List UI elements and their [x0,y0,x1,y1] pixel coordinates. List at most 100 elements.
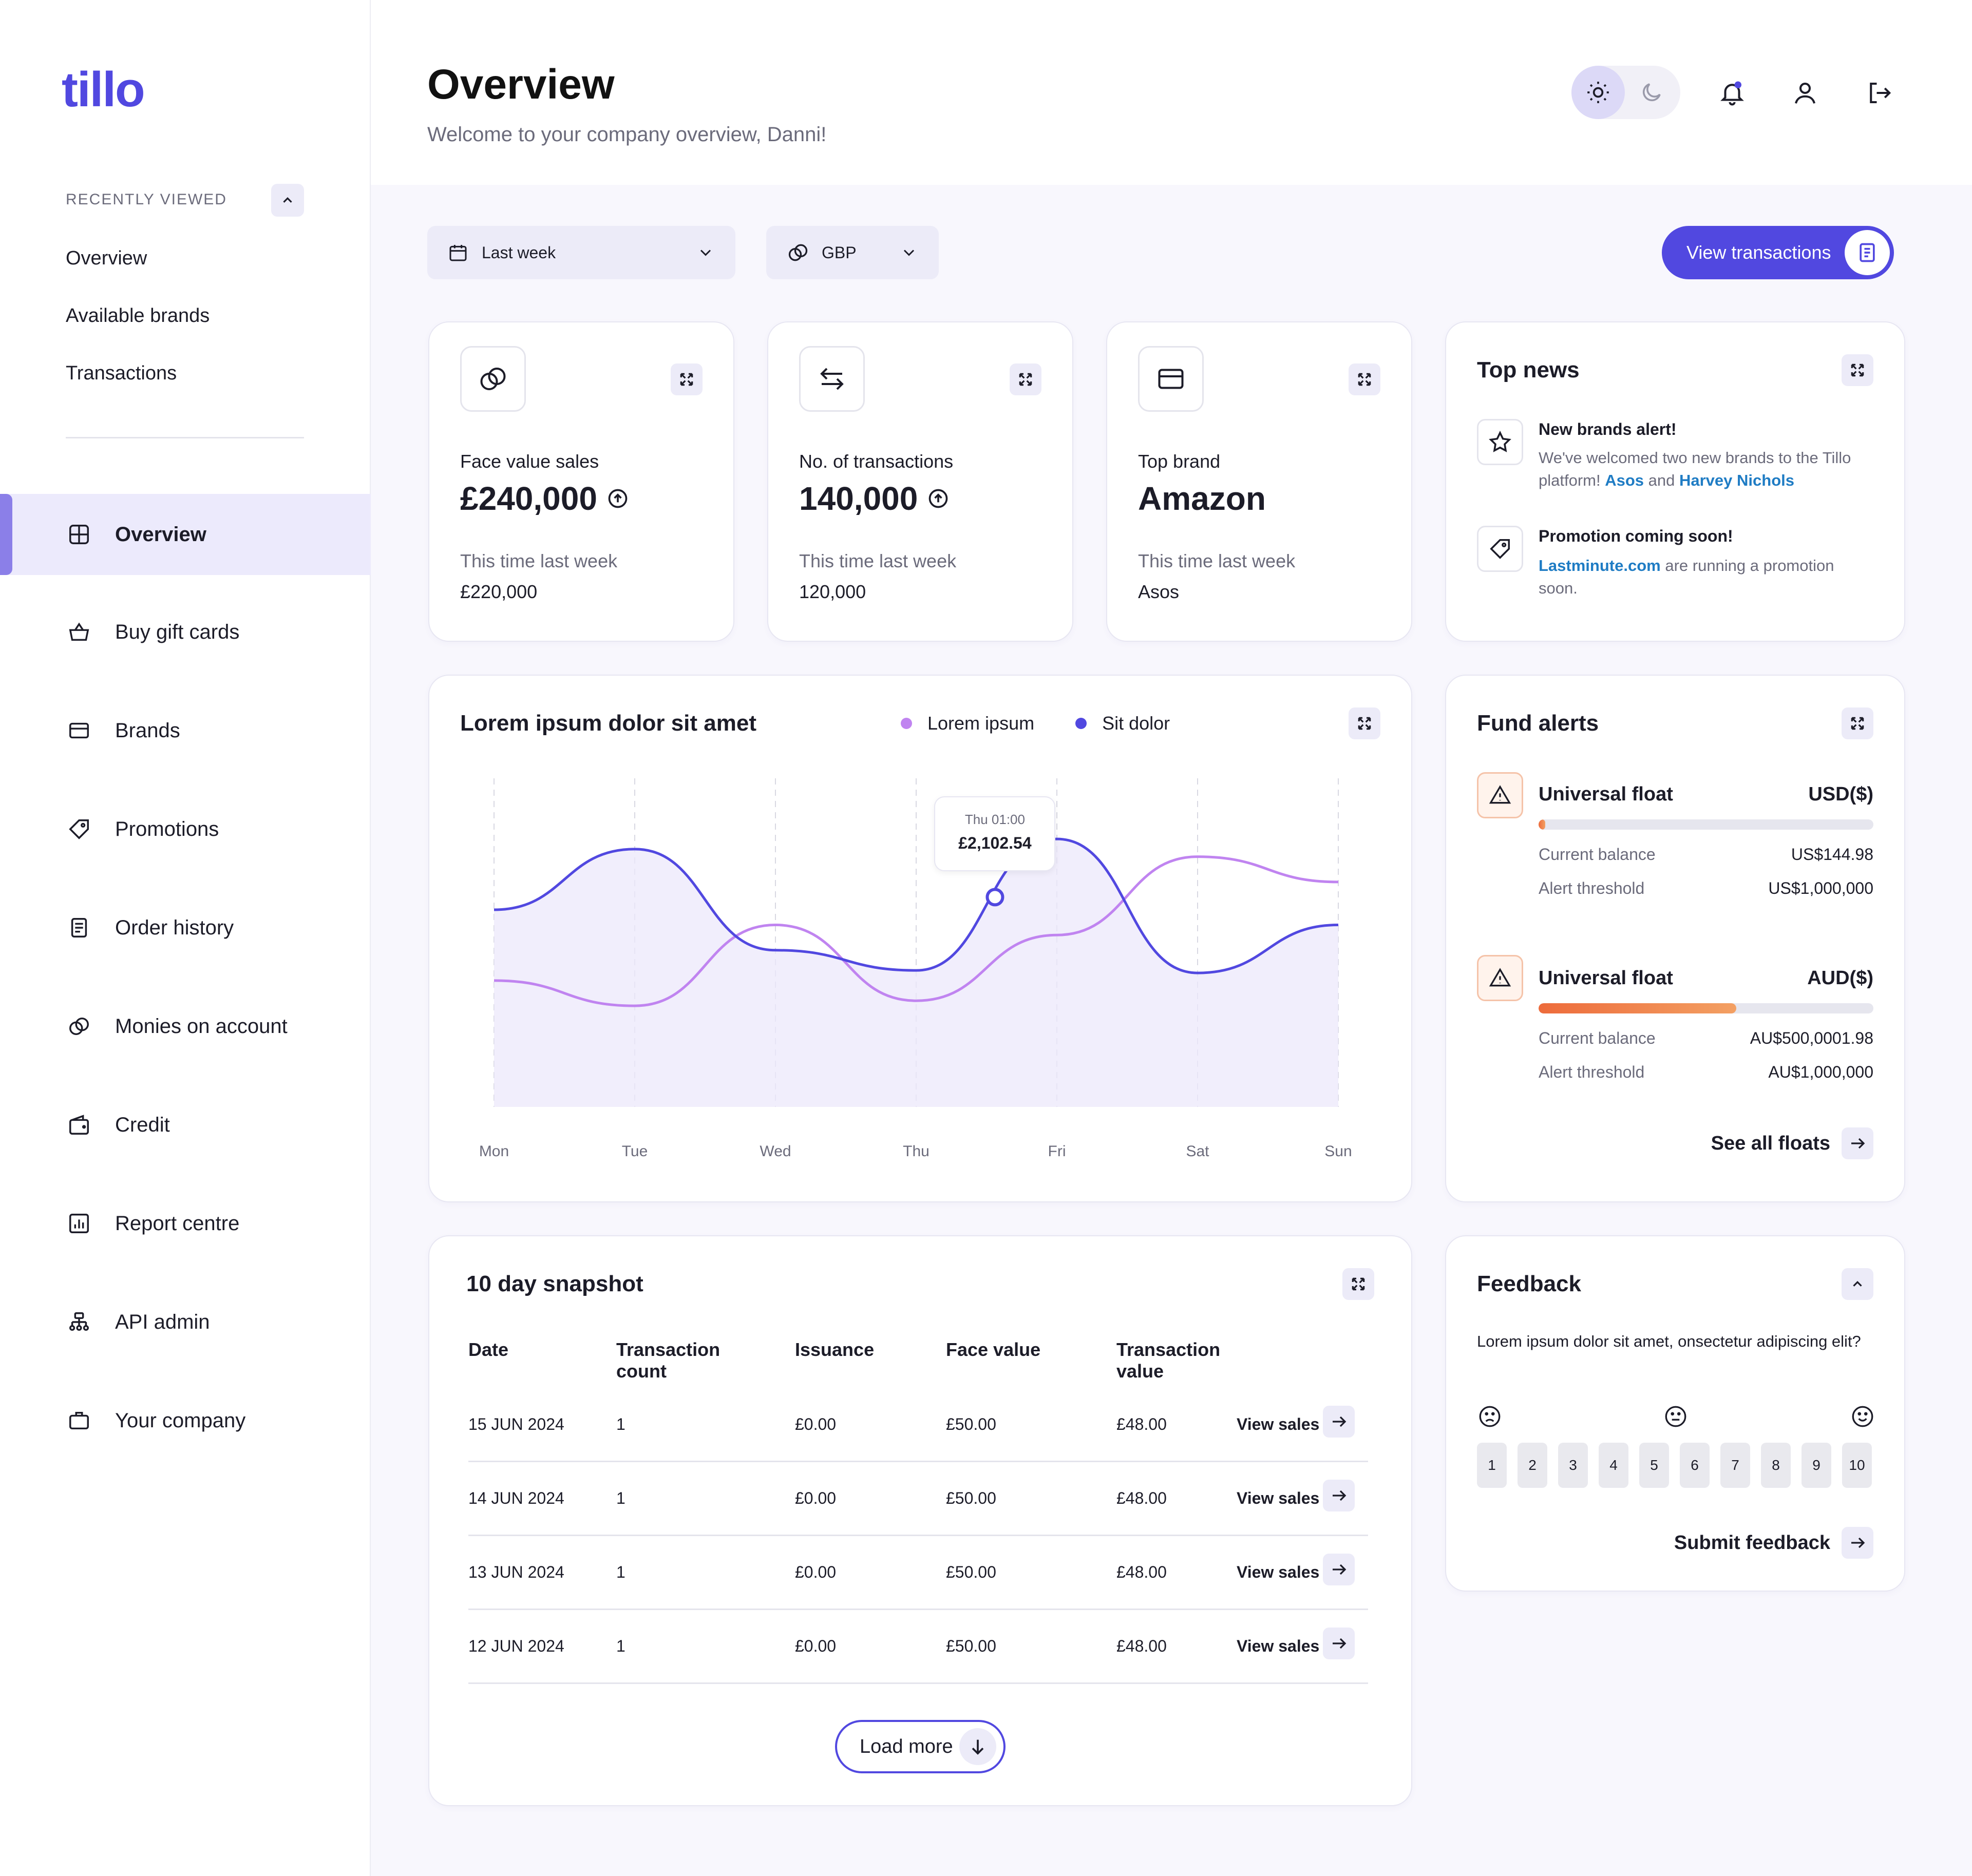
theme-toggle[interactable] [1571,66,1680,119]
currency-select[interactable]: GBP [766,226,939,279]
cell-face-value: £50.00 [946,1415,996,1433]
series-line-sit-dolor [494,837,1339,974]
rating-button-10[interactable]: 10 [1842,1443,1872,1488]
sidebar-item-overview[interactable]: Overview [0,494,371,575]
stat-value: £240,000 [460,480,629,518]
submit-feedback-label: Submit feedback [1674,1532,1830,1554]
tag-icon [1477,526,1523,572]
load-more-label: Load more [860,1735,953,1757]
rating-button-7[interactable]: 7 [1720,1443,1750,1488]
cell-face-value: £50.00 [946,1563,996,1581]
rating-button-4[interactable]: 4 [1599,1443,1628,1488]
period-select[interactable]: Last week [427,226,735,279]
stat-compare-value: 120,000 [799,581,866,602]
expand-button[interactable] [1349,363,1380,395]
page-title: Overview [427,61,615,108]
feedback-collapse-button[interactable] [1842,1268,1873,1300]
rating-button-6[interactable]: 6 [1680,1443,1710,1488]
sidebar-item-buy-gift-cards[interactable]: Buy gift cards [0,591,371,673]
recent-transactions-link[interactable]: Transactions [66,362,177,384]
expand-button[interactable] [1842,354,1873,386]
view-sales-button[interactable] [1323,1628,1355,1659]
recent-available-brands-link[interactable]: Available brands [66,305,210,327]
x-tick-label: Wed [760,1143,791,1160]
balance-label: Current balance [1539,1029,1656,1047]
sidebar-item-label: Brands [115,719,180,742]
arrow-right-icon [1333,1490,1347,1501]
view-sales-link[interactable]: View sales [1237,1563,1320,1581]
page-header [371,0,1972,185]
briefcase-icon [66,1407,92,1434]
float-currency: AUD($) [1807,967,1873,989]
sidebar-item-brands[interactable]: Brands [0,690,371,771]
star-icon [1477,419,1523,465]
notifications-button[interactable] [1715,76,1749,110]
view-sales-button[interactable] [1323,1554,1355,1585]
asos-link[interactable]: Asos [1605,471,1644,489]
table-row: 12 JUN 2024 1 £0.00 £50.00 £48.00 View s… [468,1610,1368,1684]
profile-button[interactable] [1788,76,1822,110]
view-sales-link[interactable]: View sales [1237,1489,1320,1507]
sidebar-item-promotions[interactable]: Promotions [0,789,371,870]
stat-compare-label: This time last week [799,550,957,571]
legend-dot-lorem [901,718,912,729]
view-sales-link[interactable]: View sales [1237,1415,1320,1433]
arrow-up-circle-icon [608,489,628,508]
recently-viewed-collapse-button[interactable] [271,184,304,217]
series-area-sit-dolor [494,839,1338,1107]
rating-button-5[interactable]: 5 [1639,1443,1669,1488]
sidebar-item-label: API admin [115,1310,210,1333]
harvey-nichols-link[interactable]: Harvey Nichols [1679,471,1794,489]
line-chart: Mon Tue Wed Thu Fri Sat Sun [479,778,1352,1160]
light-mode-button[interactable] [1571,66,1625,119]
expand-button[interactable] [1342,1268,1374,1300]
expand-button[interactable] [671,363,703,395]
float-name: Universal float [1539,783,1673,805]
col-header-line: value [1116,1361,1164,1382]
cell-issuance: £0.00 [795,1563,837,1581]
view-sales-button[interactable] [1323,1406,1355,1438]
news-heading: New brands alert! [1539,420,1677,438]
sidebar-item-credit[interactable]: Credit [0,1084,371,1165]
rating-button-2[interactable]: 2 [1518,1443,1547,1488]
sidebar-item-your-company[interactable]: Your company [0,1380,371,1461]
arrow-right-icon [1333,1638,1347,1649]
view-transactions-button[interactable]: View transactions [1662,226,1894,279]
sidebar-item-order-history[interactable]: Order history [0,887,371,968]
tillo-logo[interactable]: tillo [62,62,145,117]
expand-button[interactable] [1349,707,1380,739]
rating-button-1[interactable]: 1 [1477,1443,1507,1488]
dark-mode-button[interactable] [1625,66,1678,119]
arrow-down-icon [959,1728,996,1765]
warning-icon [1477,772,1523,818]
load-more-button[interactable]: Load more [835,1720,1006,1773]
rating-button-9[interactable]: 9 [1802,1443,1831,1488]
stat-compare-value: £220,000 [460,581,538,602]
see-all-floats-link[interactable]: See all floats [1711,1127,1873,1159]
period-select-value: Last week [482,243,556,262]
sidebar-item-monies-on-account[interactable]: Monies on account [0,986,371,1067]
view-sales-link[interactable]: View sales [1237,1637,1320,1655]
lastminute-link[interactable]: Lastminute.com [1539,557,1661,575]
sidebar-item-api-admin[interactable]: API admin [0,1281,371,1363]
sun-icon [1587,82,1609,103]
rating-button-8[interactable]: 8 [1761,1443,1791,1488]
expand-button[interactable] [1010,363,1041,395]
view-sales-button[interactable] [1323,1480,1355,1511]
stat-compare-value: Asos [1138,581,1180,602]
rating-button-3[interactable]: 3 [1558,1443,1588,1488]
expand-button[interactable] [1842,707,1873,739]
news-text-part: are running a promotion soon. [1539,557,1834,597]
logout-button[interactable] [1862,76,1896,110]
col-header-line: Transaction [616,1339,720,1360]
tag-icon [66,816,92,843]
sidebar-item-report-centre[interactable]: Report centre [0,1183,371,1264]
stat-compare-label: This time last week [1138,550,1296,571]
recent-overview-link[interactable]: Overview [66,247,147,269]
x-tick-label: Sun [1324,1143,1352,1160]
balance-label: Current balance [1539,845,1656,864]
submit-feedback-button[interactable]: Submit feedback [1674,1527,1873,1559]
expand-icon [1851,363,1864,377]
x-tick-label: Sat [1186,1143,1209,1160]
expand-icon [1358,373,1371,386]
